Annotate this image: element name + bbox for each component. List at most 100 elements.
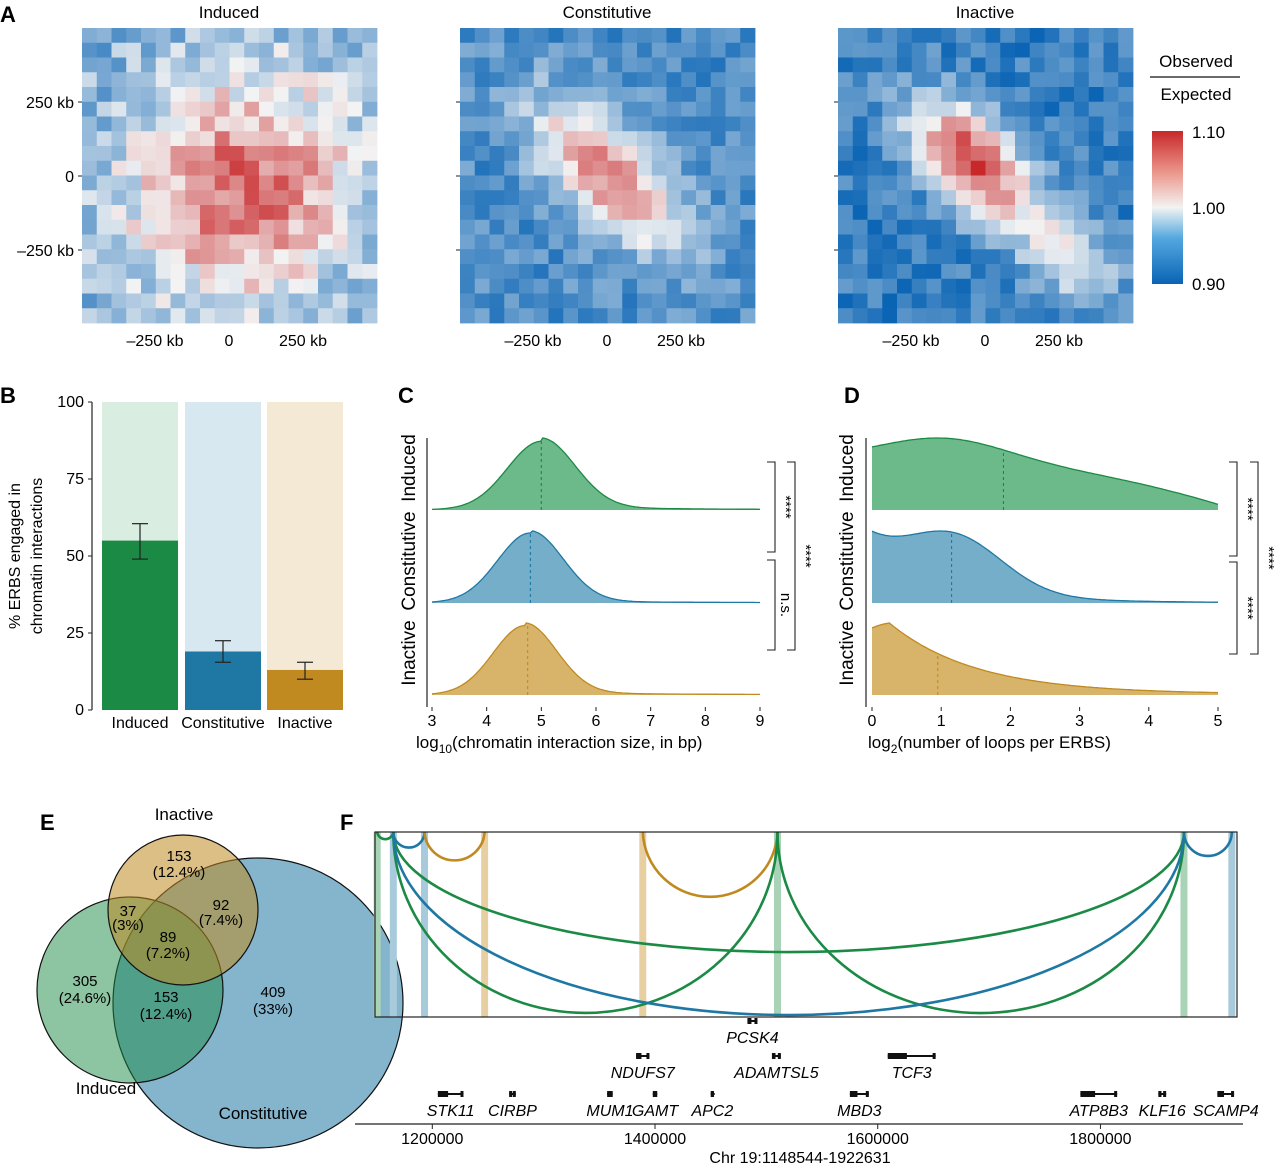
heatmap-cell xyxy=(126,234,142,250)
heatmap-cell xyxy=(941,175,957,191)
heatmap-cell xyxy=(200,264,216,280)
heatmap-cell xyxy=(926,175,942,191)
heatmap-cell xyxy=(362,72,378,88)
heatmap-cell xyxy=(347,57,363,73)
heatmap-cell xyxy=(710,42,726,58)
heatmap-cell xyxy=(681,190,697,206)
heatmap-cell xyxy=(838,101,854,117)
gene-exon xyxy=(607,1091,611,1097)
heatmap-cell xyxy=(897,190,913,206)
heatmap-cell xyxy=(244,308,260,324)
heatmap-cell xyxy=(725,219,741,235)
heatmap-cell xyxy=(867,42,883,58)
heatmap-cell xyxy=(740,308,756,324)
heatmap-cell xyxy=(362,87,378,103)
heatmap-cell xyxy=(1000,249,1016,265)
heatmap-cell xyxy=(941,28,957,44)
heatmap-cell xyxy=(362,116,378,132)
heatmap-cell xyxy=(970,293,986,309)
heatmap-cell xyxy=(347,101,363,117)
density-line xyxy=(431,437,760,511)
heatmap-cell xyxy=(1103,87,1119,103)
heatmap-cell xyxy=(1044,293,1060,309)
x-tick-label: 3 xyxy=(1075,713,1084,730)
heatmap-cell xyxy=(985,116,1001,132)
heatmap-cell xyxy=(882,28,898,44)
heatmap-cell xyxy=(548,116,564,132)
heatmap-cell xyxy=(170,160,186,176)
heatmap-cell xyxy=(563,249,579,265)
heatmap-cell xyxy=(229,131,245,147)
heatmap-cell xyxy=(985,308,1001,324)
heatmap-cell xyxy=(273,160,289,176)
heatmap-cell xyxy=(332,101,348,117)
heatmap-cell xyxy=(155,160,171,176)
heatmap-cell xyxy=(1015,116,1031,132)
venn-percent: (33%) xyxy=(253,1001,293,1018)
heatmap-cell xyxy=(941,57,957,73)
heatmap-cell xyxy=(956,28,972,44)
heatmap-cell xyxy=(318,160,334,176)
heatmap-cell xyxy=(985,87,1001,103)
heatmap-cell xyxy=(926,234,942,250)
heatmap-cell xyxy=(897,264,913,280)
heatmap-cell xyxy=(607,87,623,103)
heatmap-cell xyxy=(111,72,127,88)
heatmap-cell xyxy=(985,72,1001,88)
heatmap-cell xyxy=(332,219,348,235)
heatmap-cell xyxy=(1000,116,1016,132)
venn-percent: (7.4%) xyxy=(199,912,243,929)
heatmap-cell xyxy=(548,308,564,324)
heatmap-cell xyxy=(96,175,112,191)
heatmap-cell xyxy=(1000,131,1016,147)
heatmap-cell xyxy=(607,72,623,88)
heatmap-cell xyxy=(852,219,868,235)
heatmap-cell xyxy=(897,234,913,250)
heatmap-cell xyxy=(1103,146,1119,162)
heatmap-cell xyxy=(303,42,319,58)
heatmap-cell xyxy=(273,87,289,103)
heatmap-cell xyxy=(578,160,594,176)
heatmap-cell xyxy=(578,42,594,58)
heatmap-cell xyxy=(1059,234,1075,250)
heatmap-cell xyxy=(578,234,594,250)
heatmap-cell xyxy=(985,160,1001,176)
panel-label-b: B xyxy=(0,383,16,408)
heatmap-cell xyxy=(607,28,623,44)
heatmap-cell xyxy=(637,234,653,250)
heatmap-cell xyxy=(681,219,697,235)
heatmap-cell xyxy=(533,293,549,309)
heatmap-cell xyxy=(740,249,756,265)
heatmap-cell xyxy=(519,28,535,44)
heatmap-cell xyxy=(347,42,363,58)
heatmap-cell xyxy=(332,57,348,73)
venn-set-label-inactive: Inactive xyxy=(155,805,214,824)
heatmap-cell xyxy=(332,278,348,294)
heatmap-cell xyxy=(460,219,476,235)
heatmap-cell xyxy=(303,146,319,162)
heatmap-cell xyxy=(666,190,682,206)
heatmap-cell xyxy=(504,205,520,221)
heatmap-cell xyxy=(347,264,363,280)
heatmap-cell xyxy=(1000,175,1016,191)
heatmap-cell xyxy=(460,116,476,132)
heatmap-cell xyxy=(214,293,230,309)
heatmap-cell xyxy=(533,205,549,221)
heatmap-cell xyxy=(214,278,230,294)
heatmap-cell xyxy=(332,116,348,132)
gene-exon xyxy=(747,1018,752,1024)
heatmap-cell xyxy=(504,72,520,88)
x-tick-label: Constitutive xyxy=(181,715,265,732)
coordinate-tick-label: 1800000 xyxy=(1069,1131,1131,1148)
heatmap-cell xyxy=(1000,264,1016,280)
heatmap-cell xyxy=(244,249,260,265)
heatmap-cell xyxy=(347,146,363,162)
heatmap-cell xyxy=(725,116,741,132)
heatmap-cell xyxy=(126,146,142,162)
heatmap-cell xyxy=(362,249,378,265)
heatmap-cell xyxy=(1074,101,1090,117)
heatmap-cell xyxy=(710,28,726,44)
heatmap-cell xyxy=(170,28,186,44)
heatmap-cell xyxy=(288,131,304,147)
heatmap-cell xyxy=(622,219,638,235)
